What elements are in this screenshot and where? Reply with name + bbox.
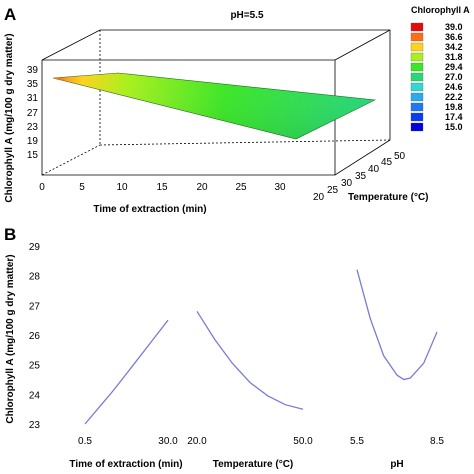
b-x-tick-label: 50.0 [293,436,313,447]
y-tick-label: 25 [327,185,339,196]
x-tick-label: 15 [156,182,168,193]
legend: Chlorophyll A 39.036.634.231.829.427.024… [410,5,470,132]
y-axis-ticks: 20 25 30 35 40 45 50 [313,151,406,203]
legend-label: 24.6 [445,82,463,92]
b-x-tick-label: 20.0 [187,436,207,447]
y-tick-label: 50 [394,151,406,162]
panel-b-letter: B [4,225,16,244]
x-tick-label: 0 [39,182,45,193]
legend-label: 15.0 [445,122,463,132]
legend-label: 31.8 [445,52,463,62]
b-series-groups: 0.5 30.0 Time of extraction (min) 20.0 50.0 T… [69,269,444,470]
response-surface-shading [53,73,375,139]
z-tick-label: 27 [27,108,39,119]
y-tick-label: 35 [355,171,367,182]
surface-peak-highlight [53,77,66,81]
z-tick-label: 23 [27,122,39,133]
x-tick-label: 30 [274,182,286,193]
b-y-axis-ticks: 23 24 25 26 27 28 29 [29,242,41,431]
b-group-label: Temperature (°C) [213,459,294,470]
b-group-label: Time of extraction (min) [69,459,182,470]
legend-swatch [410,42,424,52]
box-edge-right-top [334,29,391,61]
b-y-tick-label: 29 [29,242,41,253]
legend-label: 36.6 [445,32,463,42]
legend-swatch [410,52,424,62]
legend-label: 17.4 [445,112,463,122]
panel-a-title: pH=5.5 [230,10,264,21]
b-y-tick-label: 23 [29,420,41,431]
y-axis-title: Temperature (°C) [348,192,429,203]
legend-label: 27.0 [445,72,463,82]
b-group: 5.5 8.5 pH [350,269,444,470]
b-series-line [356,269,438,381]
b-y-axis-title: Chlorophyll A (mg/100 g dry matter) [5,254,16,423]
x-tick-label: 25 [235,182,247,193]
b-y-tick-label: 27 [29,301,41,312]
b-y-tick-label: 28 [29,272,41,283]
box-edge-back-bottom [99,139,391,146]
b-x-tick-label: 5.5 [350,436,364,447]
legend-items: 39.036.634.231.829.427.024.622.219.817.4… [410,22,463,132]
x-tick-label: 20 [196,182,208,193]
legend-title: Chlorophyll A [411,5,470,15]
b-x-tick-label: 30.0 [158,436,178,447]
b-group-label: pH [390,459,403,470]
box-edge-left-bottom [41,144,101,176]
z-axis-ticks: 39 35 31 27 23 19 15 [27,65,39,161]
legend-swatch [410,22,424,32]
panel-a: A pH=5.5 39 35 31 27 23 19 15 Chlorophyl… [4,5,470,215]
b-y-tick-label: 26 [29,331,41,342]
b-y-tick-label: 25 [29,361,41,372]
legend-label: 29.4 [445,62,463,72]
legend-swatch [410,122,424,132]
z-tick-label: 15 [27,150,39,161]
b-y-tick-label: 24 [29,390,41,401]
legend-label: 19.8 [445,102,463,112]
legend-label: 39.0 [445,22,463,32]
z-axis-title: Chlorophyll A (mg/100 g dry matter) [4,33,15,202]
b-group: 20.0 50.0 Temperature (°C) [187,310,313,470]
legend-label: 22.2 [445,92,463,102]
y-tick-label: 30 [341,178,353,189]
z-tick-label: 35 [27,79,39,90]
b-series-line [196,310,304,410]
legend-swatch [410,92,424,102]
y-tick-label: 45 [381,157,393,168]
x-axis-title: Time of extraction (min) [93,204,206,215]
z-tick-label: 19 [27,136,39,147]
b-series-line [84,319,169,425]
z-tick-label: 39 [27,65,39,76]
x-tick-label: 5 [79,182,85,193]
panel-b: B Chlorophyll A (mg/100 g dry matter) 23… [4,225,444,470]
legend-swatch [410,72,424,82]
legend-label: 34.2 [445,42,463,52]
b-x-tick-label: 0.5 [78,436,92,447]
y-tick-label: 40 [368,164,380,175]
panel-a-letter: A [4,5,16,24]
legend-swatch [410,62,424,72]
y-tick-label: 20 [313,192,325,203]
legend-swatch [410,102,424,112]
x-tick-label: 10 [116,182,128,193]
z-tick-label: 31 [27,93,39,104]
b-x-tick-label: 8.5 [430,436,444,447]
legend-swatch [410,82,424,92]
b-group: 0.5 30.0 Time of extraction (min) [69,319,183,470]
legend-swatch [410,112,424,122]
legend-swatch [410,32,424,42]
x-axis-ticks: 0 5 10 15 20 25 30 [39,182,286,193]
